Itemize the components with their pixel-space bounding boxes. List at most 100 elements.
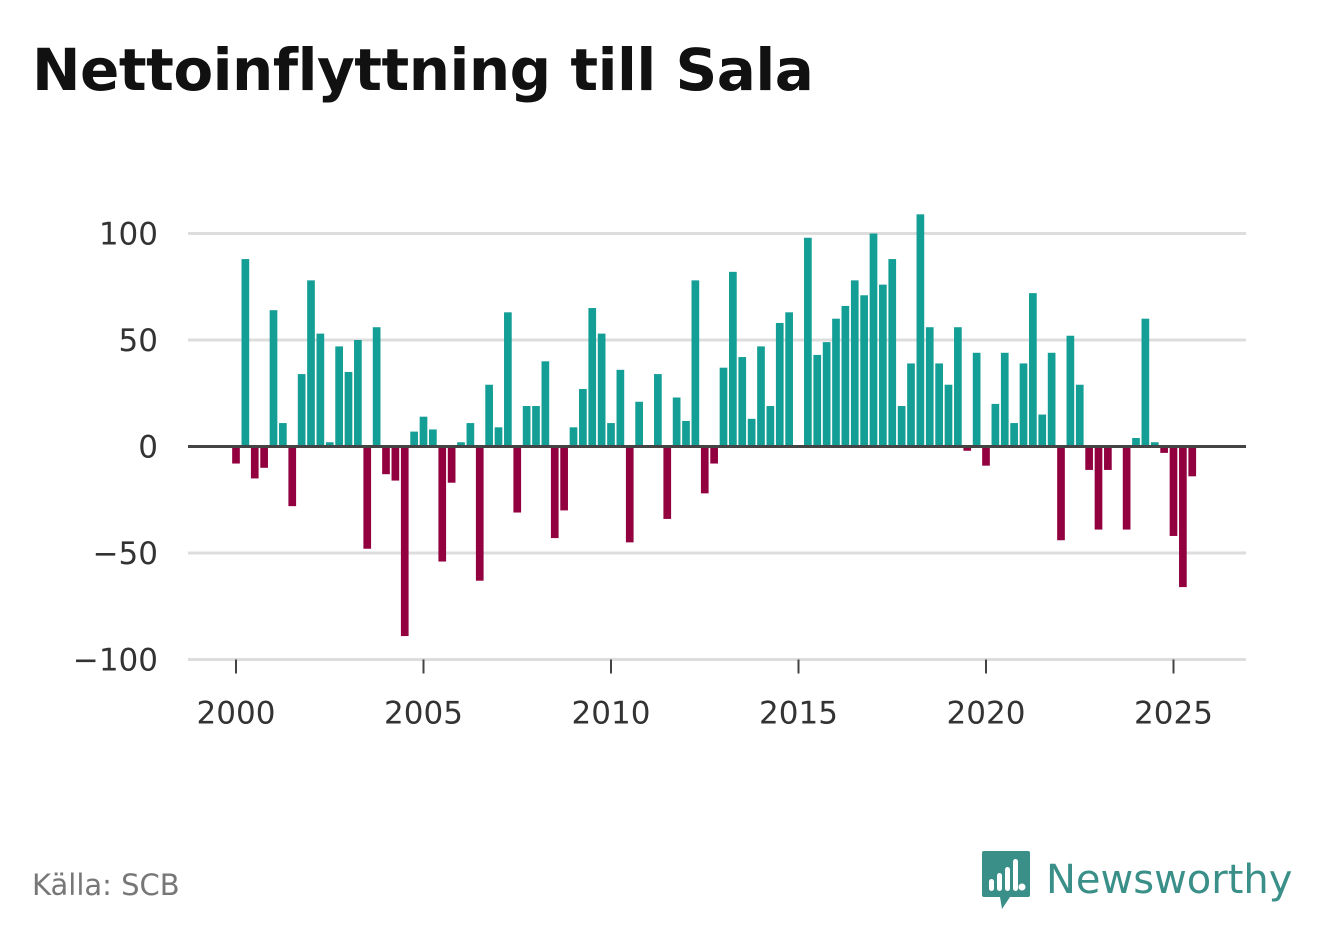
bar (879, 284, 887, 447)
bar (382, 446, 390, 475)
bar (494, 427, 503, 447)
bar (307, 280, 315, 447)
bar (457, 442, 465, 447)
bar (260, 446, 268, 468)
bar (935, 363, 943, 447)
bar (1104, 446, 1112, 470)
bar (663, 446, 672, 519)
y-tick-label: −50 (93, 536, 158, 572)
bar (682, 420, 690, 447)
x-tick-label: 2005 (384, 696, 463, 732)
bar (513, 446, 522, 513)
bar (363, 446, 372, 549)
bar (691, 280, 700, 447)
y-axis-ticks: 100 50 0 −50 −100 (73, 217, 158, 679)
bar (1094, 446, 1103, 530)
bar (316, 333, 325, 447)
bar (354, 340, 362, 447)
bar (785, 312, 793, 447)
bar (1057, 446, 1065, 541)
y-tick-label: −100 (73, 643, 158, 679)
bar (466, 423, 475, 447)
bar (907, 363, 915, 447)
bar (550, 446, 559, 539)
bar (1160, 446, 1168, 453)
bar (485, 384, 493, 447)
bar (288, 446, 297, 507)
bar (719, 367, 728, 447)
bar (1038, 414, 1047, 447)
bar (325, 442, 334, 447)
x-axis-ticks: 2000 2005 2010 2015 2020 2025 (197, 659, 1213, 732)
source-label: Källa: SCB (32, 868, 180, 902)
x-tick-label: 2010 (572, 696, 651, 732)
bar (607, 423, 615, 447)
chart-title: Nettoinflyttning till Sala (32, 36, 814, 104)
bar (569, 427, 578, 447)
bar (635, 401, 643, 447)
y-tick-label: 0 (138, 430, 158, 466)
bar-chart: 100 50 0 −50 −100 2000 2005 2010 2015 2020 2025 (73, 214, 1246, 732)
grid-lines (188, 232, 1246, 661)
bar (850, 280, 859, 447)
bar (616, 369, 625, 447)
bar (700, 446, 709, 494)
bar (335, 346, 343, 447)
bar (766, 406, 775, 447)
bar (832, 318, 840, 447)
bar (232, 446, 240, 464)
bar (541, 361, 550, 447)
bar (597, 333, 606, 447)
y-tick-label: 50 (119, 323, 158, 359)
bar (438, 446, 447, 562)
bar (954, 327, 962, 447)
bar (804, 237, 812, 447)
bar (860, 295, 868, 447)
bar (972, 352, 981, 447)
bar (1122, 446, 1131, 530)
bar (822, 342, 831, 447)
bar (560, 446, 568, 511)
bar (982, 446, 990, 466)
x-tick-label: 2025 (1134, 696, 1213, 732)
bar (672, 397, 681, 447)
bar (344, 371, 353, 447)
bar (391, 446, 400, 481)
bar (250, 446, 259, 479)
bar (532, 406, 540, 447)
bar (944, 384, 953, 447)
bar (710, 446, 718, 464)
bar (869, 233, 878, 447)
bar (1075, 384, 1084, 447)
bar (410, 431, 418, 447)
bar (504, 312, 512, 447)
bars (232, 214, 1197, 637)
bar (916, 214, 925, 447)
bar (729, 271, 737, 447)
brand-name: Newsworthy (1046, 857, 1293, 903)
bar (522, 406, 531, 447)
bar (419, 416, 428, 447)
bar (447, 446, 456, 483)
bar (991, 403, 1000, 447)
newsworthy-logo[interactable]: Newsworthy (980, 848, 1292, 912)
bar (1150, 442, 1159, 447)
bar (1019, 363, 1028, 447)
bar (475, 446, 484, 581)
bar (738, 357, 747, 447)
x-tick-label: 2015 (759, 696, 838, 732)
bar (400, 446, 409, 637)
bar (429, 429, 437, 447)
bar (841, 305, 850, 447)
y-tick-label: 100 (99, 217, 158, 253)
bar (897, 406, 906, 447)
bar (963, 446, 972, 451)
x-tick-label: 2000 (197, 696, 276, 732)
bar (1141, 318, 1150, 447)
bar (775, 322, 784, 447)
bar (579, 388, 587, 447)
bar (1066, 335, 1075, 447)
bar (925, 327, 934, 447)
newsworthy-bar-chart-icon (982, 851, 1030, 909)
bar (1132, 437, 1140, 447)
